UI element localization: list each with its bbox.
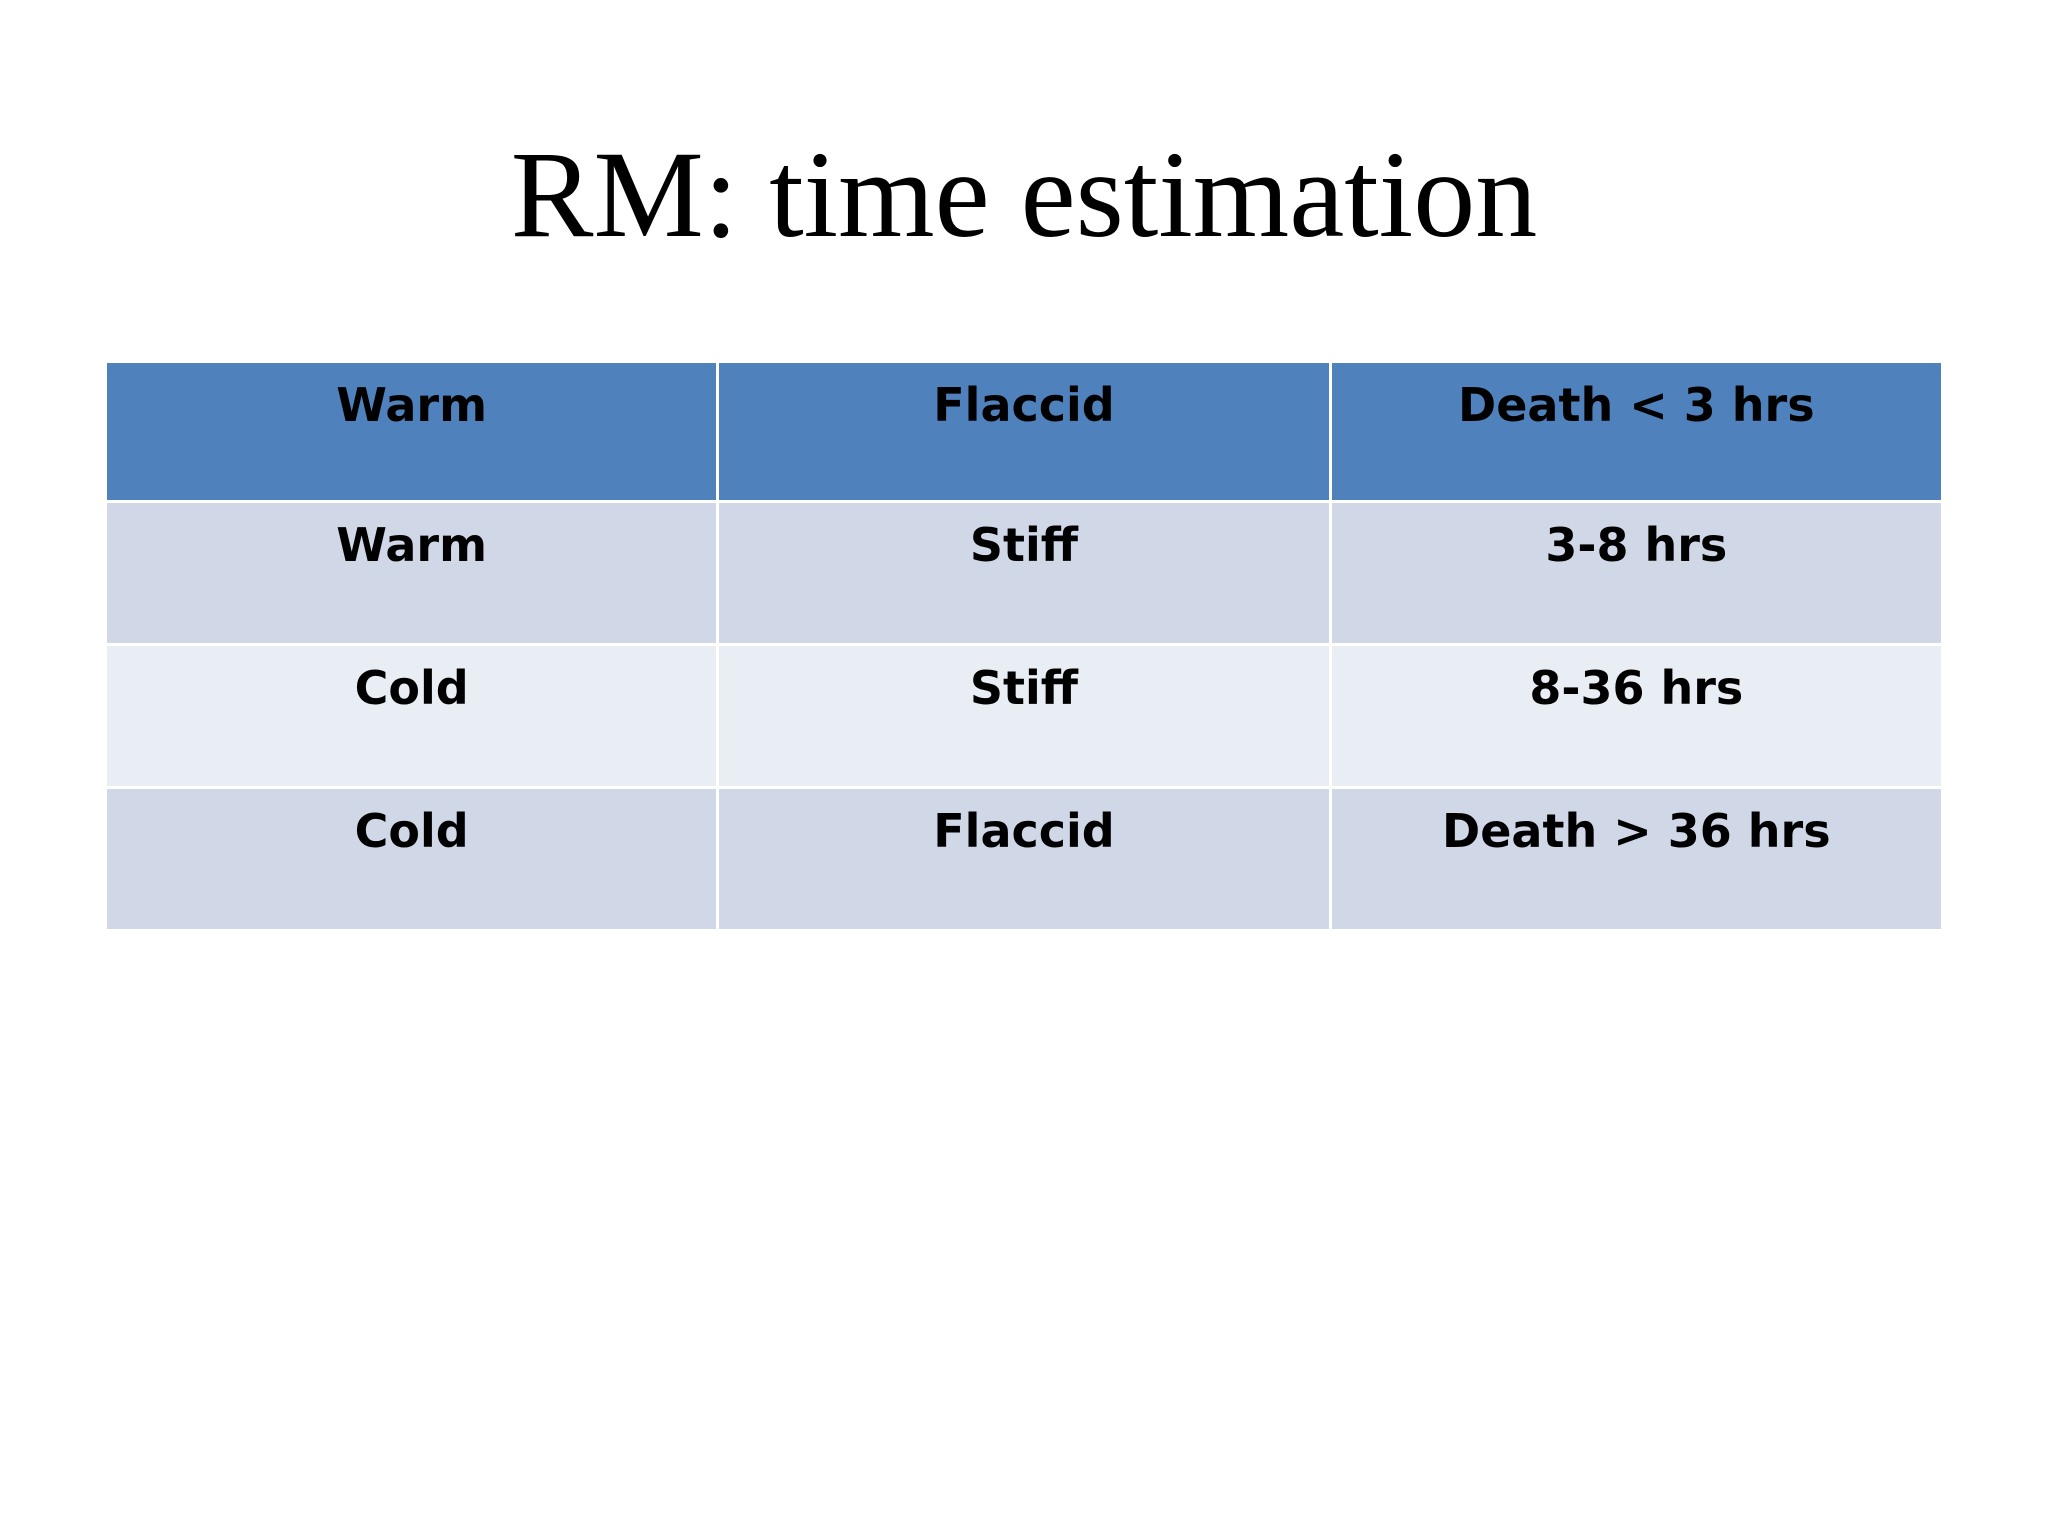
- table-row: Warm Flaccid Death < 3 hrs: [103, 360, 1945, 503]
- table-cell-rigidity: Stiff: [716, 500, 1332, 646]
- table-cell-time: Death < 3 hrs: [1328, 360, 1945, 503]
- slide-title: RM: time estimation: [510, 126, 1538, 263]
- table-row: Cold Stiff 8-36 hrs: [103, 643, 1945, 789]
- table-cell-rigidity: Stiff: [716, 643, 1332, 789]
- table-cell-temperature: Cold: [103, 643, 720, 789]
- table-cell-temperature: Warm: [103, 360, 720, 503]
- table-row: Warm Stiff 3-8 hrs: [103, 500, 1945, 646]
- table-cell-time: 3-8 hrs: [1328, 500, 1945, 646]
- table-row: Cold Flaccid Death > 36 hrs: [103, 786, 1945, 932]
- time-estimation-table: Warm Flaccid Death < 3 hrs Warm Stiff 3-…: [103, 360, 1945, 932]
- table-cell-time: Death > 36 hrs: [1328, 786, 1945, 932]
- table-cell-time: 8-36 hrs: [1328, 643, 1945, 789]
- table-cell-rigidity: Flaccid: [716, 360, 1332, 503]
- table-cell-rigidity: Flaccid: [716, 786, 1332, 932]
- table-cell-temperature: Warm: [103, 500, 720, 646]
- table-cell-temperature: Cold: [103, 786, 720, 932]
